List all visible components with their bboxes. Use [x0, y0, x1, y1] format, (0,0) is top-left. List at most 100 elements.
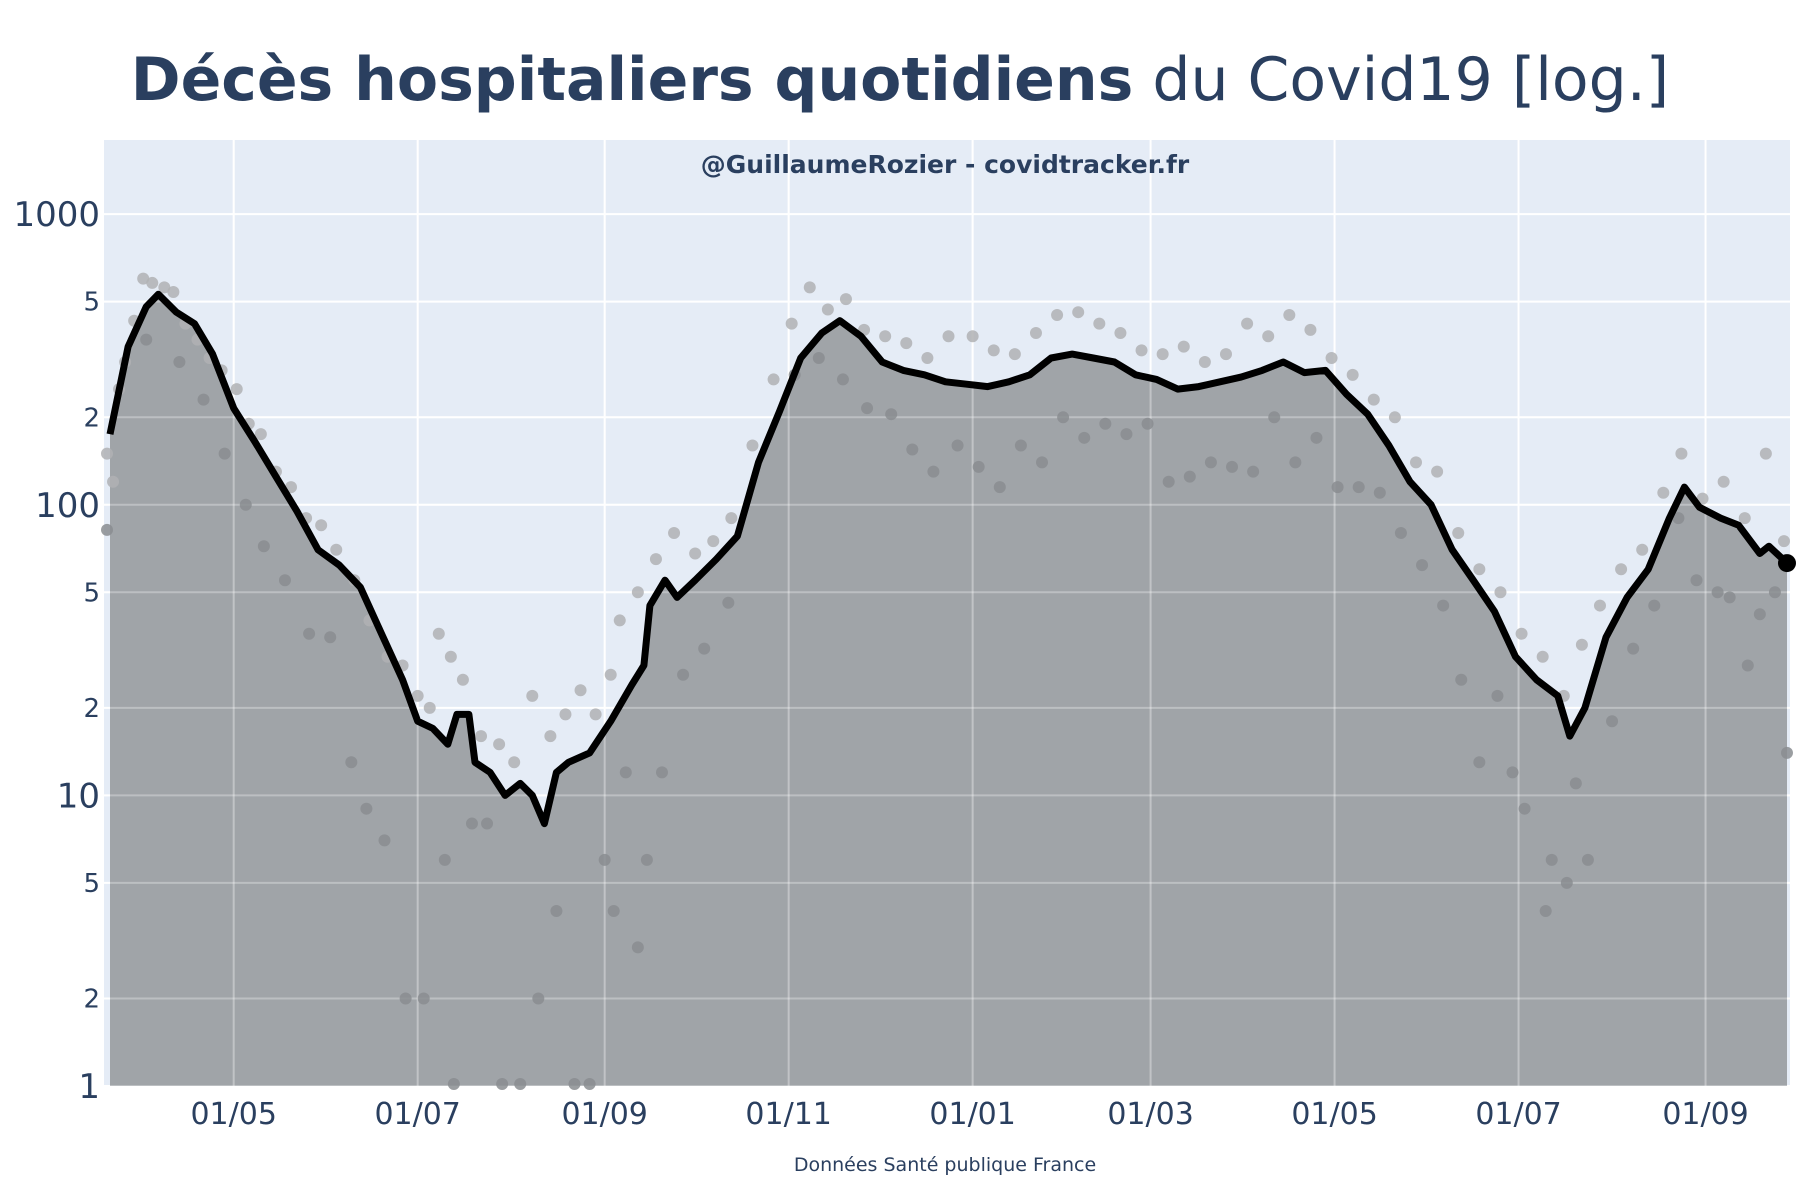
data-point — [613, 614, 626, 627]
data-point — [1247, 465, 1260, 478]
data-point — [411, 689, 424, 702]
x-tick-label: 01/11 — [745, 1097, 831, 1132]
data-point — [1177, 340, 1190, 353]
data-point — [689, 547, 702, 560]
data-point — [785, 317, 798, 330]
data-point — [1690, 574, 1703, 587]
data-point — [1241, 317, 1254, 330]
data-point — [1057, 411, 1070, 424]
line-layer — [106, 290, 1796, 828]
data-point — [1473, 756, 1486, 769]
x-tick-label: 01/01 — [929, 1097, 1015, 1132]
data-point — [167, 285, 180, 298]
y-tick-label: 10 — [57, 776, 100, 816]
data-point — [1606, 715, 1619, 728]
data-point — [1759, 447, 1772, 460]
x-tick-label: 01/09 — [1662, 1097, 1748, 1132]
x-tick-label: 01/07 — [1475, 1097, 1561, 1132]
data-point — [1289, 456, 1302, 469]
data-point — [1518, 802, 1531, 815]
data-point — [158, 281, 171, 294]
y-tick-label: 2 — [83, 985, 100, 1015]
data-point — [1014, 439, 1027, 452]
data-point — [1723, 591, 1736, 604]
data-point — [631, 586, 644, 599]
data-point — [1515, 627, 1528, 640]
data-point — [821, 303, 834, 316]
data-point — [1777, 535, 1790, 548]
x-tick-label: 01/05 — [190, 1097, 276, 1132]
data-point — [378, 834, 391, 847]
data-point — [1491, 689, 1504, 702]
data-point — [972, 460, 985, 473]
data-point — [550, 905, 563, 918]
data-point — [885, 408, 898, 421]
data-point — [1093, 317, 1106, 330]
data-point — [942, 330, 955, 343]
data-point — [101, 523, 114, 536]
data-point — [1636, 543, 1649, 556]
data-point — [1675, 447, 1688, 460]
data-point — [465, 817, 478, 830]
x-tick-label: 01/07 — [374, 1097, 460, 1132]
data-point — [345, 756, 358, 769]
chart-annotation: @GuillaumeRozier - covidtracker.fr — [701, 150, 1190, 179]
data-point — [655, 766, 668, 779]
data-point — [1310, 431, 1323, 444]
data-point — [803, 281, 816, 294]
data-point — [140, 333, 153, 346]
data-point — [324, 631, 337, 644]
y-tick-label: 1 — [78, 1067, 100, 1107]
data-point — [1539, 905, 1552, 918]
area-fill — [110, 294, 1787, 1086]
data-point — [1536, 650, 1549, 663]
data-point — [589, 708, 602, 721]
data-point — [526, 689, 539, 702]
data-point — [607, 905, 620, 918]
data-point — [927, 465, 940, 478]
area-layer — [110, 294, 1787, 1086]
data-point — [900, 337, 913, 350]
data-point — [493, 738, 506, 751]
data-point — [1367, 393, 1380, 406]
data-point — [583, 1078, 596, 1090]
y-tick-label: 2 — [83, 403, 100, 433]
data-point — [746, 439, 759, 452]
chart-title-rest: du Covid19 [log.] — [1133, 45, 1669, 115]
data-point — [836, 373, 849, 386]
last-point-marker — [1777, 554, 1796, 573]
data-point — [1717, 475, 1730, 488]
data-point — [1627, 642, 1640, 655]
data-point — [1473, 563, 1486, 576]
data-point — [1741, 659, 1754, 672]
data-point — [1304, 323, 1317, 336]
data-point — [668, 526, 681, 539]
x-tick-label: 01/05 — [1291, 1097, 1377, 1132]
data-point — [1494, 586, 1507, 599]
data-point — [1352, 481, 1365, 494]
data-point — [1373, 486, 1386, 499]
data-point — [360, 802, 373, 815]
data-point — [619, 766, 632, 779]
data-point — [257, 540, 270, 553]
data-point — [604, 668, 617, 681]
data-point — [966, 330, 979, 343]
data-point — [508, 756, 521, 769]
data-point — [1162, 475, 1175, 488]
data-point — [399, 992, 412, 1005]
data-point — [1268, 411, 1281, 424]
data-point — [1141, 417, 1154, 430]
data-point — [447, 1078, 460, 1090]
data-point — [1506, 766, 1519, 779]
data-point — [532, 992, 545, 1005]
chart-source: Données Santé publique France — [794, 1154, 1096, 1176]
data-point — [417, 992, 430, 1005]
data-point — [254, 428, 267, 441]
data-point — [303, 627, 316, 640]
data-point — [146, 276, 159, 289]
data-point — [101, 447, 114, 460]
data-point — [1593, 599, 1606, 612]
data-point — [598, 853, 611, 866]
data-point — [1135, 344, 1148, 357]
